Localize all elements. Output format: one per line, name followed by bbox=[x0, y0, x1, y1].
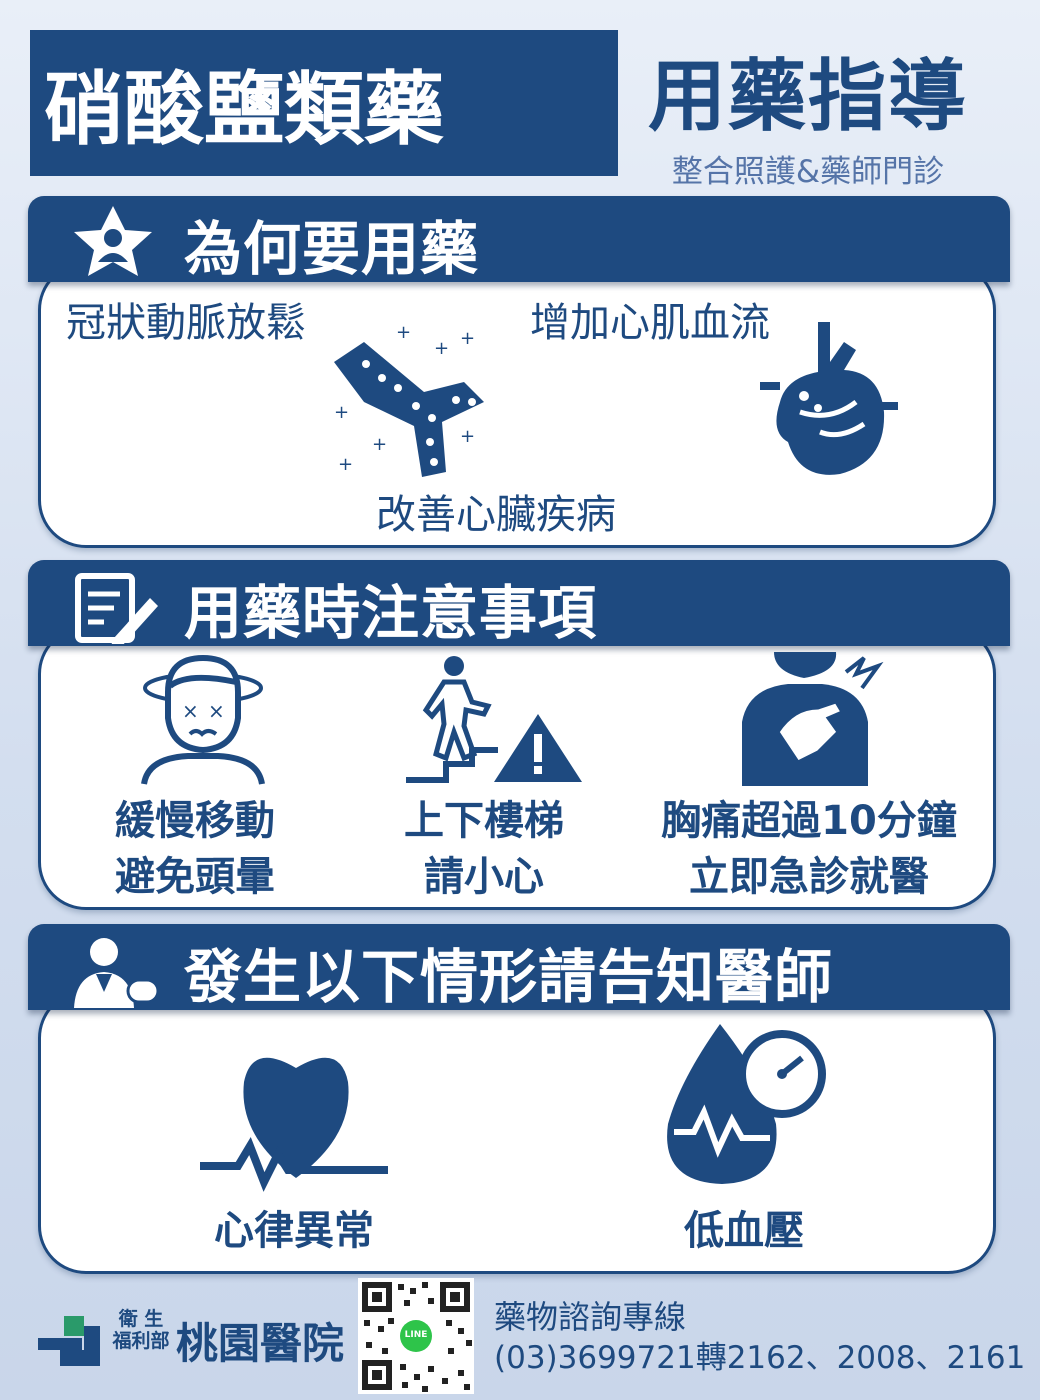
section-why-title: 為何要用藥 bbox=[184, 215, 480, 283]
heart-rhythm-icon bbox=[200, 1057, 388, 1192]
hospital-logo-icon bbox=[38, 1316, 100, 1366]
benefit-heart-label: 改善心臟疾病 bbox=[376, 492, 616, 538]
condition-hypotension-label: 低血壓 bbox=[684, 1208, 804, 1254]
doctor-icon bbox=[74, 938, 160, 1008]
line-qr-code[interactable]: LINE bbox=[358, 1278, 474, 1394]
stairs-warning-icon bbox=[406, 656, 582, 783]
hotline-title: 藥物諮詢專線 bbox=[494, 1298, 687, 1336]
service-note: 整合照護&藥師門診 bbox=[671, 154, 945, 190]
page-title: 硝酸鹽類藥 bbox=[44, 63, 444, 156]
svg-text:+: + bbox=[372, 434, 387, 455]
svg-text:+: + bbox=[338, 454, 353, 475]
hospital-name: 桃園醫院 bbox=[176, 1319, 345, 1368]
star-person-icon bbox=[74, 206, 152, 276]
hospital-logo: 衛 生 福利部 桃園醫院 bbox=[30, 1298, 352, 1390]
artery-icon: + + + + + + + bbox=[334, 322, 484, 477]
svg-text:+: + bbox=[334, 402, 349, 423]
svg-text:×: × bbox=[182, 699, 199, 723]
chest-pain-icon bbox=[742, 652, 884, 786]
svg-text:×: × bbox=[208, 699, 225, 723]
hotline-phone[interactable]: (03)3699721轉2162、2008、2161 bbox=[494, 1340, 1026, 1376]
precaution-stairs-line2: 請小心 bbox=[424, 854, 544, 900]
section-tell-doctor-card bbox=[38, 990, 996, 1274]
section-tell-doctor-banner: 發生以下情形請告知醫師 bbox=[28, 924, 1010, 1011]
condition-arrhythmia-label: 心律異常 bbox=[214, 1208, 374, 1254]
precaution-chest-pain-line2: 立即急診就醫 bbox=[689, 854, 929, 900]
svg-text:+: + bbox=[434, 338, 449, 359]
section-why-banner: 為何要用藥 bbox=[28, 196, 1010, 283]
precaution-chest-pain-line1: 胸痛超過10分鐘 bbox=[661, 798, 957, 844]
precaution-slow-line1: 緩慢移動 bbox=[115, 798, 275, 844]
svg-text:+: + bbox=[396, 322, 411, 343]
precaution-stairs-line1: 上下樓梯 bbox=[404, 798, 564, 844]
svg-text:+: + bbox=[460, 328, 475, 349]
blood-pressure-drop-icon bbox=[667, 1024, 826, 1184]
page-subtitle: 用藥指導 bbox=[647, 52, 968, 142]
line-badge: LINE bbox=[404, 1330, 428, 1340]
hospital-dept: 衛 生 福利部 bbox=[112, 1308, 170, 1352]
qr-pattern bbox=[362, 1282, 472, 1392]
title-banner: 硝酸鹽類藥 bbox=[30, 30, 618, 176]
dizzy-person-icon: × × bbox=[141, 654, 265, 785]
svg-text:+: + bbox=[460, 426, 475, 447]
section-precautions-title: 用藥時注意事項 bbox=[184, 579, 598, 647]
section-tell-doctor-title: 發生以下情形請告知醫師 bbox=[184, 943, 834, 1011]
benefit-blood-flow-label: 增加心肌血流 bbox=[530, 300, 770, 346]
notepad-pencil-icon bbox=[75, 573, 158, 644]
precaution-slow-line2: 避免頭暈 bbox=[115, 854, 275, 900]
heart-organ-icon bbox=[760, 322, 898, 475]
benefit-dilate-label: 冠狀動脈放鬆 bbox=[66, 300, 306, 346]
section-precautions-banner: 用藥時注意事項 bbox=[28, 560, 1010, 647]
